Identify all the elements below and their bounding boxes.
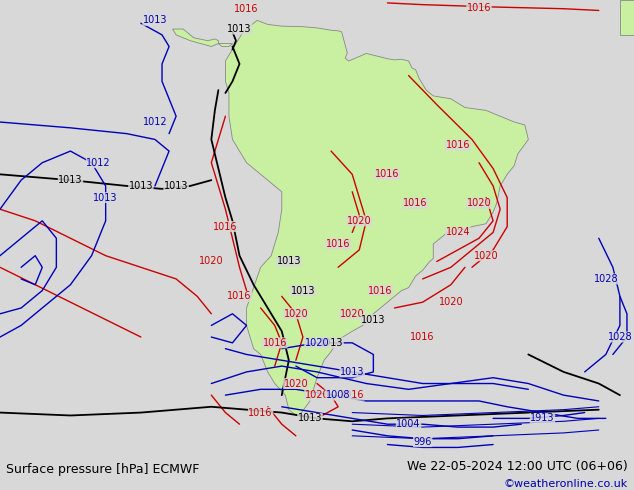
Polygon shape <box>226 21 528 416</box>
Text: 1016: 1016 <box>326 239 351 249</box>
Text: 1016: 1016 <box>227 292 252 301</box>
Text: 1013: 1013 <box>290 286 315 295</box>
Text: Surface pressure [hPa] ECMWF: Surface pressure [hPa] ECMWF <box>6 463 200 476</box>
Text: 1020: 1020 <box>199 256 224 267</box>
Polygon shape <box>172 29 233 47</box>
Text: 1024: 1024 <box>446 227 470 238</box>
Text: We 22-05-2024 12:00 UTC (06+06): We 22-05-2024 12:00 UTC (06+06) <box>407 460 628 473</box>
Text: 1013: 1013 <box>164 181 188 191</box>
Text: 1012: 1012 <box>86 158 111 168</box>
Polygon shape <box>620 0 634 35</box>
Text: 1016: 1016 <box>340 390 365 400</box>
Text: ©weatheronline.co.uk: ©weatheronline.co.uk <box>503 480 628 490</box>
Text: 1013: 1013 <box>58 175 82 185</box>
Text: 1013: 1013 <box>93 193 118 202</box>
Text: 1013: 1013 <box>276 256 301 267</box>
Text: 1016: 1016 <box>213 221 238 232</box>
Text: 1013: 1013 <box>227 24 252 34</box>
Text: 1016: 1016 <box>410 332 435 342</box>
Text: 1013: 1013 <box>129 181 153 191</box>
Text: 1020: 1020 <box>305 338 329 348</box>
Text: 1013: 1013 <box>361 315 385 324</box>
Text: 1913: 1913 <box>530 414 555 423</box>
Text: 1020: 1020 <box>474 251 498 261</box>
Text: 1013: 1013 <box>340 367 365 377</box>
Text: 1016: 1016 <box>375 170 399 179</box>
Text: 1016: 1016 <box>249 408 273 417</box>
Text: 1020: 1020 <box>439 297 463 307</box>
Text: 1016: 1016 <box>403 198 428 208</box>
Text: 1016: 1016 <box>262 338 287 348</box>
Text: 1020: 1020 <box>347 216 372 226</box>
Text: 1020: 1020 <box>340 309 365 319</box>
Text: 1020: 1020 <box>283 378 308 389</box>
Text: 1013: 1013 <box>319 338 344 348</box>
Text: 1016: 1016 <box>446 140 470 150</box>
Text: 1008: 1008 <box>326 390 351 400</box>
Text: 1020: 1020 <box>467 198 491 208</box>
Text: 1016: 1016 <box>368 286 392 295</box>
Text: 1013: 1013 <box>143 15 167 25</box>
Text: 1013: 1013 <box>298 414 322 423</box>
Text: 1028: 1028 <box>593 274 618 284</box>
Text: 1020: 1020 <box>305 390 329 400</box>
Text: 1016: 1016 <box>235 4 259 14</box>
Text: 1012: 1012 <box>143 117 167 127</box>
Text: 1016: 1016 <box>467 2 491 13</box>
Text: 996: 996 <box>413 437 432 446</box>
Text: 1020: 1020 <box>283 309 308 319</box>
Text: 1004: 1004 <box>396 419 421 429</box>
Text: 1028: 1028 <box>607 332 632 342</box>
